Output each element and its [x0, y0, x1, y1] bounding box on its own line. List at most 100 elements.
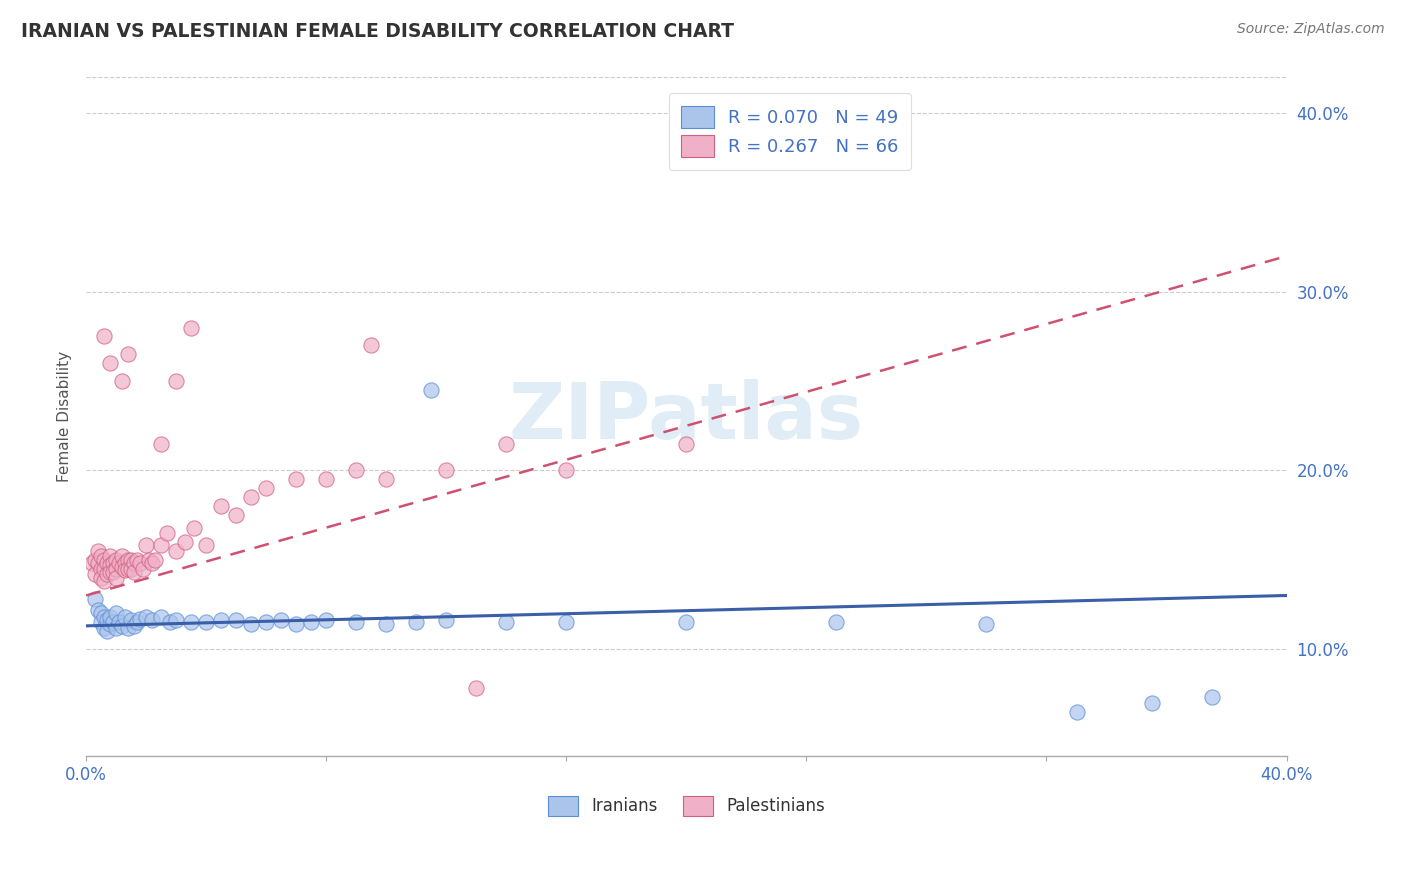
Point — [111, 549, 134, 564]
Point — [96, 567, 118, 582]
Point — [98, 356, 121, 370]
Legend: Iranians, Palestinians: Iranians, Palestinians — [541, 789, 831, 822]
Point — [150, 436, 173, 450]
Point — [98, 566, 121, 580]
Point — [87, 603, 110, 617]
Point — [127, 615, 149, 630]
Point — [209, 614, 232, 628]
Point — [117, 347, 139, 361]
Point — [87, 544, 110, 558]
Point — [138, 553, 160, 567]
Point — [240, 617, 263, 632]
Point — [108, 557, 131, 571]
Point — [90, 549, 112, 564]
Point — [143, 553, 166, 567]
Point — [254, 481, 277, 495]
Point — [101, 566, 124, 580]
Point — [270, 614, 292, 628]
Point — [555, 463, 578, 477]
Point — [1140, 696, 1163, 710]
Point — [105, 607, 128, 621]
Point — [98, 558, 121, 573]
Point — [344, 463, 367, 477]
Point — [1201, 690, 1223, 705]
Point — [111, 619, 134, 633]
Point — [93, 574, 115, 589]
Point — [117, 562, 139, 576]
Point — [93, 621, 115, 635]
Point — [120, 553, 142, 567]
Point — [132, 562, 155, 576]
Point — [375, 617, 398, 632]
Point — [195, 615, 218, 630]
Point — [825, 615, 848, 630]
Point — [165, 544, 187, 558]
Point — [165, 614, 187, 628]
Point — [96, 557, 118, 571]
Point — [114, 564, 136, 578]
Point — [315, 614, 337, 628]
Point — [90, 571, 112, 585]
Point — [127, 553, 149, 567]
Point — [122, 619, 145, 633]
Point — [180, 615, 202, 630]
Point — [240, 490, 263, 504]
Point — [465, 681, 488, 696]
Point — [90, 562, 112, 576]
Point — [150, 610, 173, 624]
Point — [159, 615, 181, 630]
Point — [117, 621, 139, 635]
Point — [174, 535, 197, 549]
Point — [156, 525, 179, 540]
Point — [375, 472, 398, 486]
Point — [120, 562, 142, 576]
Point — [344, 615, 367, 630]
Point — [420, 383, 443, 397]
Point — [96, 624, 118, 639]
Point — [285, 617, 308, 632]
Point — [93, 562, 115, 576]
Point — [1066, 705, 1088, 719]
Point — [495, 615, 517, 630]
Point — [129, 612, 152, 626]
Point — [117, 553, 139, 567]
Point — [555, 615, 578, 630]
Point — [209, 499, 232, 513]
Point — [180, 320, 202, 334]
Text: IRANIAN VS PALESTINIAN FEMALE DISABILITY CORRELATION CHART: IRANIAN VS PALESTINIAN FEMALE DISABILITY… — [21, 22, 734, 41]
Point — [93, 610, 115, 624]
Point — [675, 615, 697, 630]
Text: ZIPatlas: ZIPatlas — [509, 379, 863, 455]
Text: Source: ZipAtlas.com: Source: ZipAtlas.com — [1237, 22, 1385, 37]
Point — [84, 592, 107, 607]
Point — [90, 615, 112, 630]
Point — [108, 615, 131, 630]
Point — [93, 329, 115, 343]
Point — [183, 520, 205, 534]
Point — [434, 463, 457, 477]
Point — [105, 571, 128, 585]
Point — [98, 549, 121, 564]
Point — [90, 607, 112, 621]
Point — [195, 539, 218, 553]
Point — [84, 553, 107, 567]
Point — [120, 614, 142, 628]
Point — [114, 610, 136, 624]
Y-axis label: Female Disability: Female Disability — [58, 351, 72, 483]
Point — [165, 374, 187, 388]
Point — [101, 615, 124, 630]
Point — [114, 557, 136, 571]
Point — [105, 562, 128, 576]
Point — [254, 615, 277, 630]
Point — [675, 436, 697, 450]
Point — [141, 614, 163, 628]
Point — [98, 617, 121, 632]
Point — [141, 557, 163, 571]
Point — [122, 557, 145, 571]
Point — [96, 614, 118, 628]
Point — [405, 615, 427, 630]
Point — [135, 539, 157, 553]
Point — [976, 617, 998, 632]
Point — [135, 610, 157, 624]
Point — [101, 557, 124, 571]
